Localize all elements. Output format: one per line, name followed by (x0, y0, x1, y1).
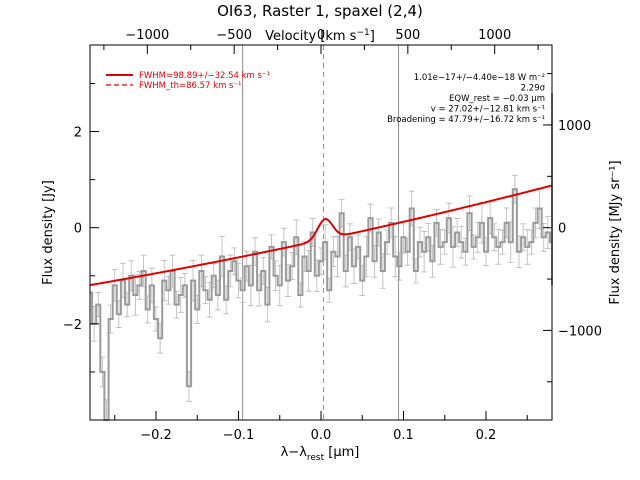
x-axis-label: λ−λrest [μm] (281, 445, 360, 463)
plot-axes (89, 44, 553, 421)
top-tick-label: −500 (216, 28, 252, 43)
top-tick-label: 0 (317, 28, 325, 43)
x-tick-label: 0.2 (476, 428, 497, 443)
x-tick-label: 0.1 (393, 428, 414, 443)
top-tick-label: −1000 (125, 28, 169, 43)
fit-annotation: 1.01e−17+/−4.40e−18 W m⁻² (414, 73, 545, 83)
legend-label: FWHM=98.89+/−32.54 km s⁻¹ (139, 71, 270, 81)
right-tick-label: −1000 (558, 324, 602, 339)
reference-lines (242, 45, 400, 420)
label-part: [μm] (324, 445, 359, 460)
top-tick-label: 500 (395, 28, 420, 43)
error-bars (91, 174, 551, 421)
x-tick-label: −0.1 (223, 428, 255, 443)
y-tick-label: 2 (74, 126, 82, 141)
top-tick-label: 1000 (478, 28, 511, 43)
label-part: λ−λ (281, 445, 308, 460)
right-tick-label: 1000 (558, 119, 591, 134)
y-tick-label: −2 (63, 318, 82, 333)
label-part: Velocity [km s (265, 29, 357, 44)
x-tick-label: −0.2 (140, 428, 172, 443)
label-part: −1 (356, 28, 369, 38)
y-axis-label-right: Flux density [MJy sr⁻¹] (608, 160, 623, 304)
model-series (89, 184, 553, 287)
label-part: ] (370, 29, 375, 44)
top-axis-label: Velocity [km s−1] (265, 28, 375, 44)
fit-annotation: 2.29σ (521, 84, 546, 94)
y-axis-label-left: Flux density [Jy] (41, 180, 56, 285)
y-tick-label: 0 (74, 222, 82, 237)
fit-annotation: EQW_rest = −0.03 μm (449, 94, 545, 104)
label-part: rest (307, 453, 325, 463)
legend-label: FWHM_th=86.57 km s⁻¹ (139, 81, 241, 91)
chart-text: −0.2 −0.1 0.0 0.1 0.2 −2 0 2 −1000 −500 0 500 1000 −1… (41, 2, 623, 463)
model-line (89, 184, 553, 287)
fit-annotation: v = 27.02+/−12.81 km s⁻¹ (431, 105, 545, 115)
right-tick-label: 0 (558, 222, 566, 237)
fit-annotation: Broadening = 47.79+/−16.72 km s⁻¹ (387, 115, 545, 125)
x-tick-label: 0.0 (311, 428, 332, 443)
chart-title: OI63, Raster 1, spaxel (2,4) (217, 2, 423, 20)
